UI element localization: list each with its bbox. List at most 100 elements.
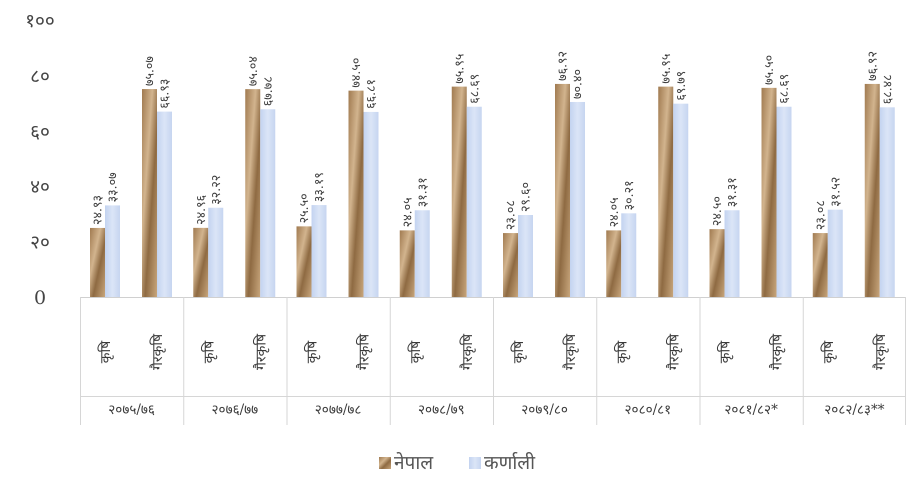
axes: 0 २० ४० ६० ८० १०० — [25, 10, 906, 309]
group-label: २०८०/८१ — [625, 402, 672, 418]
bar-nepal — [90, 227, 105, 297]
bar-nepal — [606, 230, 622, 297]
data-label: ७५.५० — [761, 55, 776, 85]
category-label: कृषि — [304, 340, 321, 363]
category-label: कृषि — [820, 340, 837, 363]
data-label: २९.६० — [518, 182, 533, 212]
data-label: २४.९६ — [193, 195, 208, 225]
legend: नेपाल कर्णाली — [379, 451, 536, 474]
y-tick-label: २० — [30, 232, 50, 254]
bar-nepal — [709, 229, 725, 297]
bar-nepal — [296, 226, 312, 297]
data-label: ३२.२२ — [208, 175, 223, 205]
data-label: ६६.९३ — [157, 79, 172, 109]
category-label: कृषि — [717, 340, 734, 363]
data-label: ७६.९२ — [555, 51, 570, 81]
category-label: कृषि — [407, 340, 424, 363]
data-label: ६६.८१ — [363, 79, 378, 109]
category-label: गैरकृषि — [872, 333, 889, 370]
category-label: गैरकृषि — [562, 333, 579, 370]
legend-label: नेपाल — [394, 451, 434, 474]
data-label: २३.०८ — [812, 200, 827, 230]
data-label: २४.९३ — [90, 195, 105, 225]
data-label: ६८.४८ — [879, 74, 894, 104]
data-label: ७५.९५ — [658, 54, 673, 84]
bar-karnali — [724, 210, 740, 297]
bar-karnali — [466, 106, 482, 297]
category-label: गैरकृषि — [459, 333, 476, 370]
data-label: ७५.०७ — [142, 56, 157, 86]
bar-nepal — [555, 83, 570, 297]
bar-karnali — [311, 205, 327, 297]
category-label: गैरकृषि — [149, 333, 166, 370]
data-label: २४.०५ — [606, 197, 621, 227]
data-label: ७०.४० — [570, 69, 585, 99]
category-label: गैरकृषि — [769, 333, 786, 370]
bar-nepal — [348, 90, 364, 297]
category-label: कृषि — [510, 340, 527, 363]
y-tick-label: 0 — [34, 287, 46, 309]
data-label: ७६.९२ — [864, 51, 879, 81]
group-label: २०८२/८३** — [824, 402, 884, 418]
legend-swatch-nepal — [379, 457, 391, 469]
bar-karnali — [105, 205, 120, 297]
bar-nepal — [451, 86, 467, 297]
bar-karnali — [673, 103, 689, 297]
group-label: २०७८/७९ — [418, 402, 465, 418]
bars — [90, 83, 895, 298]
bar-karnali — [570, 101, 585, 297]
category-label: गैरकृषि — [665, 333, 682, 370]
data-label: २४.०५ — [399, 197, 414, 227]
bar-karnali — [776, 106, 792, 297]
bar-karnali — [363, 111, 379, 297]
bar-nepal — [864, 83, 880, 297]
data-label: ३३.०७ — [105, 172, 120, 202]
bar-nepal — [245, 89, 261, 298]
legend-label: कर्णाली — [484, 451, 536, 474]
data-label: ६७.७८ — [260, 76, 275, 106]
bar-karnali — [827, 209, 843, 297]
bar-nepal — [503, 233, 518, 297]
category-label: कृषि — [200, 340, 217, 363]
category-label: कृषि — [97, 340, 114, 363]
bar-nepal — [812, 233, 828, 297]
bar-karnali — [621, 213, 637, 297]
bar-karnali — [518, 215, 533, 297]
data-label: ३१.३१ — [724, 177, 739, 207]
group-label: २०८१/८२* — [724, 402, 778, 418]
data-label: ६८.६९ — [776, 74, 791, 104]
group-label: २०७६/७७ — [212, 402, 259, 418]
bar-karnali — [414, 210, 430, 297]
bar-karnali — [208, 207, 224, 297]
group-label: २०७५/७६ — [108, 402, 155, 418]
bar-karnali — [879, 107, 895, 298]
data-label: ७५.९५ — [451, 54, 466, 84]
data-label: ३१.५२ — [827, 177, 842, 207]
y-tick-label: १०० — [25, 10, 55, 32]
data-label: ३३.१९ — [311, 172, 326, 202]
data-label: ६८.६९ — [466, 74, 481, 104]
data-label: ३१.३१ — [414, 177, 429, 207]
group-label: २०७७/७८ — [315, 402, 362, 418]
category-label: गैरकृषि — [356, 333, 373, 370]
data-label: ३०.२१ — [621, 180, 636, 210]
bar-nepal — [761, 87, 777, 298]
bar-nepal — [658, 86, 674, 297]
category-label: गैरकृषि — [252, 333, 269, 370]
category-label: कृषि — [613, 340, 630, 363]
y-tick-label: ६० — [30, 121, 50, 143]
data-label: ७५.०४ — [245, 56, 260, 86]
data-label: ६९.७९ — [673, 71, 688, 101]
data-label: २३.०८ — [503, 200, 518, 230]
y-tick-label: ४० — [30, 176, 50, 198]
data-label: २४.५० — [709, 196, 724, 226]
bar-nepal — [399, 230, 415, 297]
bar-karnali — [157, 111, 172, 297]
bar-nepal — [142, 89, 157, 298]
x-axis-labels: कृषि गैरकृषि २०७५/७६ कृषि गैरकृषि २०७६/७७ कृषि… — [80, 297, 906, 425]
group-label: २०७९/८० — [521, 402, 568, 418]
data-label: ७४.५० — [348, 58, 363, 88]
y-tick-label: ८० — [30, 65, 50, 87]
